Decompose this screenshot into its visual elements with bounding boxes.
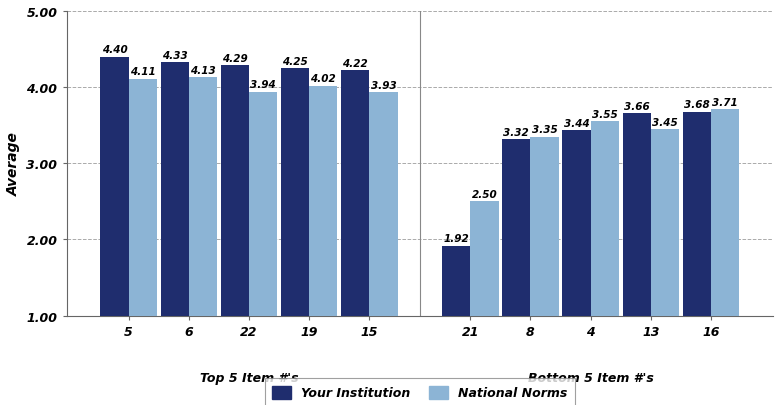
Text: 4.02: 4.02 — [310, 74, 336, 84]
Text: 1.92: 1.92 — [443, 234, 469, 244]
Bar — [341, 71, 369, 316]
Text: 3.93: 3.93 — [370, 81, 396, 91]
Text: 4.29: 4.29 — [222, 53, 248, 64]
Text: 2.50: 2.50 — [472, 190, 498, 200]
Legend: Your Institution, National Norms: Your Institution, National Norms — [265, 378, 575, 405]
Bar — [369, 93, 398, 316]
Text: Bottom 5 Item #'s: Bottom 5 Item #'s — [528, 371, 654, 384]
Bar — [101, 58, 129, 316]
Text: 4.22: 4.22 — [342, 59, 368, 69]
Text: 4.33: 4.33 — [161, 51, 187, 61]
Bar — [129, 79, 157, 316]
Bar — [651, 130, 679, 316]
Text: 3.71: 3.71 — [712, 98, 738, 108]
Bar — [442, 246, 470, 316]
Text: 3.66: 3.66 — [624, 102, 650, 111]
Text: 4.13: 4.13 — [190, 66, 216, 76]
Text: 4.11: 4.11 — [129, 67, 156, 77]
Bar — [711, 110, 739, 316]
Bar — [161, 63, 189, 316]
Bar — [590, 122, 619, 316]
Text: 4.40: 4.40 — [101, 45, 127, 55]
Text: Top 5 Item #'s: Top 5 Item #'s — [200, 371, 298, 384]
Text: 3.94: 3.94 — [250, 80, 276, 90]
Text: 3.45: 3.45 — [652, 117, 678, 128]
Text: 3.55: 3.55 — [592, 110, 618, 120]
Text: 3.32: 3.32 — [503, 127, 529, 137]
Bar — [562, 130, 590, 316]
Bar — [470, 202, 498, 316]
Y-axis label: Average: Average — [7, 132, 21, 196]
Bar — [622, 114, 651, 316]
Bar — [221, 66, 249, 316]
Bar — [249, 92, 277, 316]
Text: 3.68: 3.68 — [684, 100, 710, 110]
Text: 3.35: 3.35 — [532, 125, 558, 135]
Bar — [189, 78, 217, 316]
Text: 4.25: 4.25 — [282, 57, 308, 67]
Bar — [502, 140, 530, 316]
Bar — [281, 69, 309, 316]
Bar — [682, 112, 711, 316]
Bar — [309, 86, 337, 316]
Bar — [530, 137, 558, 316]
Text: 3.44: 3.44 — [564, 118, 590, 128]
